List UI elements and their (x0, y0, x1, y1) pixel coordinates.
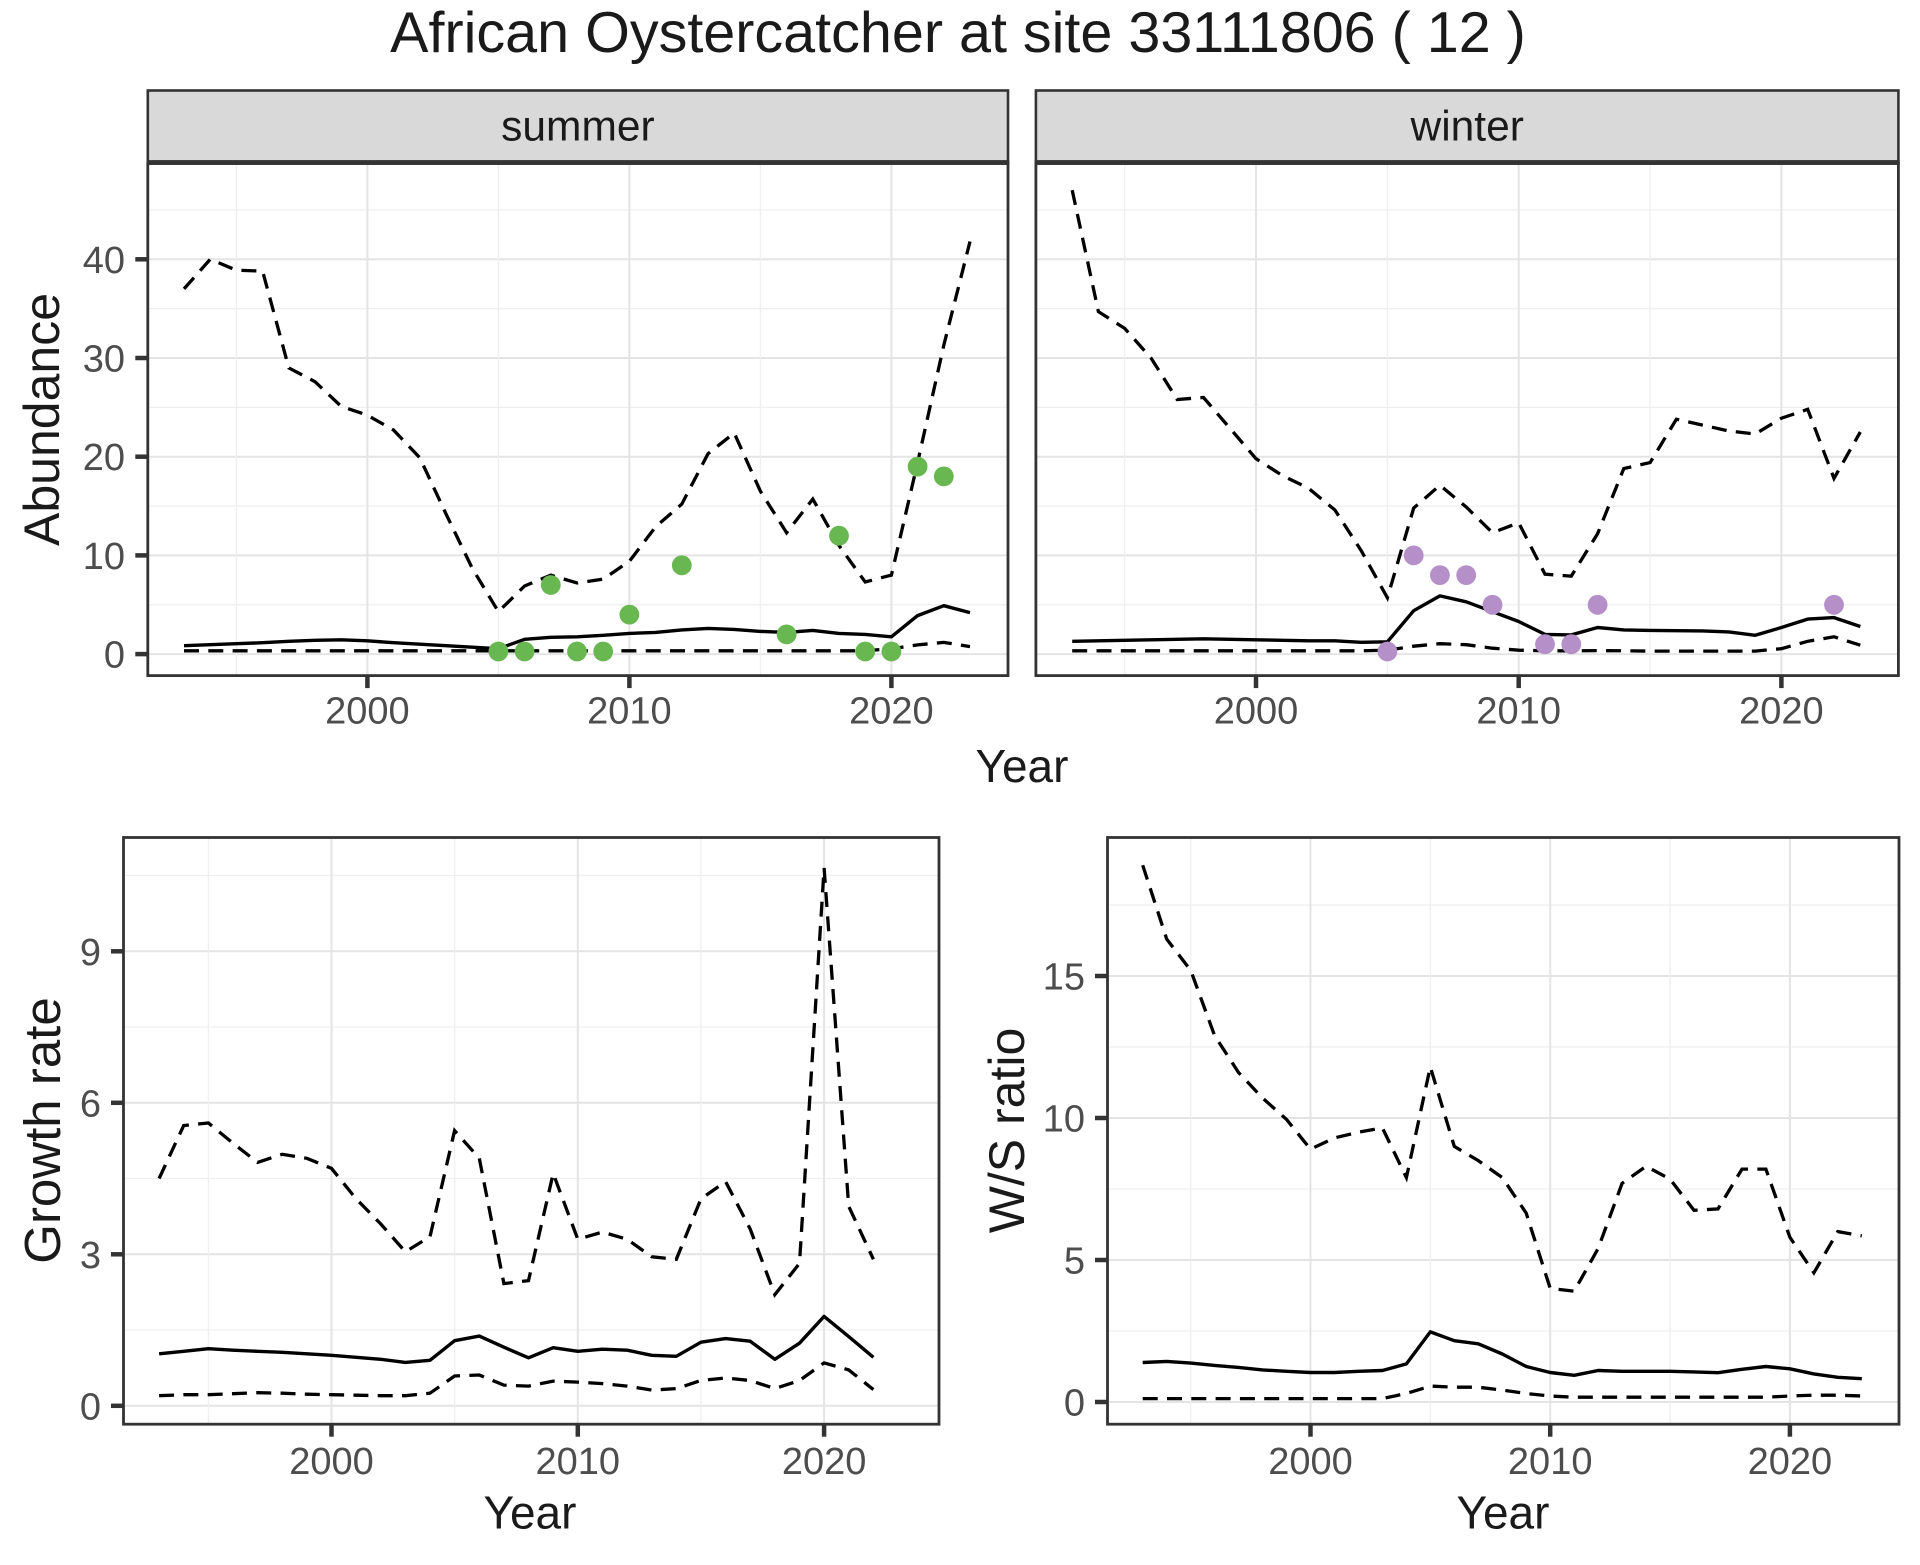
svg-text:6: 6 (80, 1083, 101, 1125)
svg-text:9: 9 (80, 932, 101, 974)
svg-text:2000: 2000 (1268, 1441, 1353, 1483)
svg-text:10: 10 (83, 536, 125, 578)
svg-text:Year: Year (1457, 1487, 1550, 1539)
svg-text:0: 0 (104, 635, 125, 677)
svg-text:0: 0 (1064, 1383, 1085, 1425)
svg-text:Growth rate: Growth rate (14, 997, 71, 1263)
svg-text:3: 3 (80, 1235, 101, 1277)
svg-text:10: 10 (1043, 1099, 1085, 1141)
svg-text:40: 40 (83, 240, 125, 282)
svg-text:W/S ratio: W/S ratio (979, 1028, 1035, 1234)
svg-text:2010: 2010 (536, 1441, 621, 1483)
svg-text:summer: summer (501, 104, 654, 151)
svg-text:Year: Year (484, 1487, 577, 1539)
svg-text:African Oystercatcher at site: African Oystercatcher at site 33111806 (… (390, 1, 1526, 65)
svg-text:2010: 2010 (1508, 1441, 1593, 1483)
svg-text:Abundance: Abundance (14, 293, 70, 546)
svg-text:2000: 2000 (1214, 691, 1299, 733)
svg-text:2000: 2000 (325, 691, 410, 733)
svg-text:0: 0 (80, 1386, 101, 1428)
svg-text:15: 15 (1043, 957, 1085, 999)
svg-text:2010: 2010 (1476, 691, 1561, 733)
svg-text:20: 20 (83, 437, 125, 479)
svg-text:2020: 2020 (849, 691, 934, 733)
svg-text:Year: Year (976, 740, 1069, 792)
svg-text:2020: 2020 (782, 1441, 867, 1483)
svg-text:5: 5 (1064, 1241, 1085, 1283)
svg-text:30: 30 (83, 339, 125, 381)
svg-text:winter: winter (1410, 104, 1524, 151)
svg-text:2010: 2010 (587, 691, 672, 733)
svg-text:2000: 2000 (289, 1441, 374, 1483)
svg-text:2020: 2020 (1748, 1441, 1833, 1483)
svg-text:2020: 2020 (1739, 691, 1824, 733)
